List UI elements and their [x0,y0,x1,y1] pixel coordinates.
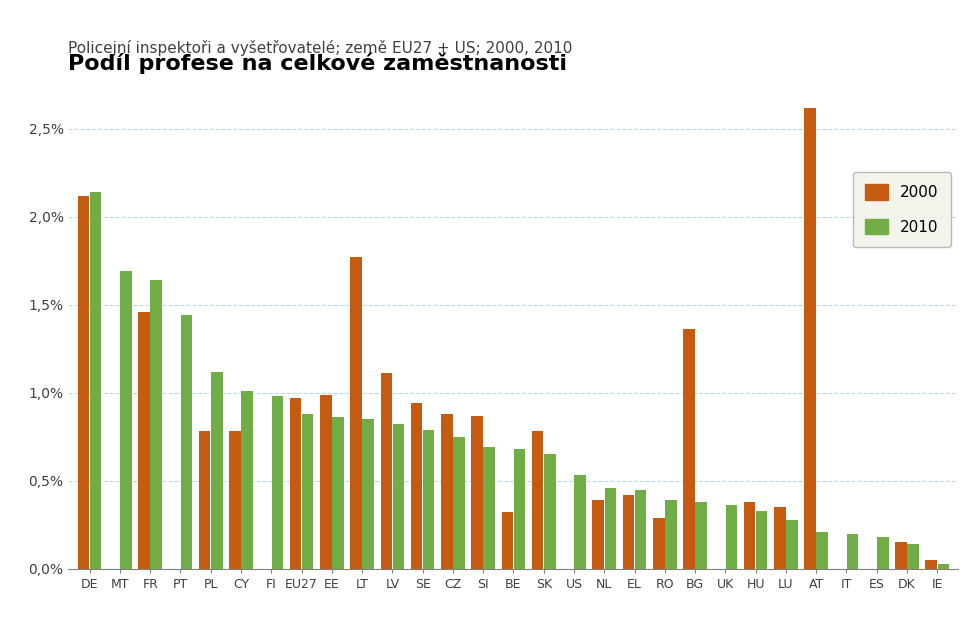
Bar [604,488,616,569]
Bar [622,495,633,569]
Bar [743,502,754,569]
Bar [755,511,767,569]
Bar [302,414,313,569]
Text: Policejní inspektoři a vyšetřovatelé; země EU27 + US; 2000, 2010: Policejní inspektoři a vyšetřovatelé; ze… [68,40,573,56]
Bar [452,437,464,569]
Bar [150,280,162,569]
Bar [773,507,785,569]
Bar [725,506,737,569]
Bar [78,195,89,569]
Bar [531,432,543,569]
Bar [181,315,192,569]
Bar [392,425,404,569]
Bar [483,447,494,569]
Bar [664,500,676,569]
Bar [362,419,373,569]
Bar [139,312,149,569]
Bar [937,564,948,569]
Bar [786,520,797,569]
Bar [332,417,343,569]
Bar [924,560,936,569]
Bar [120,271,132,569]
Bar [634,490,646,569]
Bar [441,414,452,569]
Bar [683,329,694,569]
Bar [803,107,815,569]
Bar [513,449,525,569]
Bar [350,257,361,569]
Bar [653,518,663,569]
Bar [289,398,301,569]
Bar [90,192,102,569]
Bar [816,532,828,569]
Legend: 2000, 2010: 2000, 2010 [852,172,950,247]
Text: Podíl profese na celkové zaměstnanosti: Podíl profese na celkové zaměstnanosti [68,53,567,75]
Bar [229,432,240,569]
Bar [573,475,585,569]
Bar [380,374,392,569]
Bar [471,416,483,569]
Bar [894,542,906,569]
Bar [543,454,555,569]
Bar [876,537,887,569]
Bar [211,372,223,569]
Bar [501,513,513,569]
Bar [422,430,434,569]
Bar [319,394,331,569]
Bar [592,500,604,569]
Bar [241,391,252,569]
Bar [198,432,210,569]
Bar [410,403,422,569]
Bar [272,396,282,569]
Bar [846,533,858,569]
Bar [695,502,706,569]
Bar [907,544,917,569]
